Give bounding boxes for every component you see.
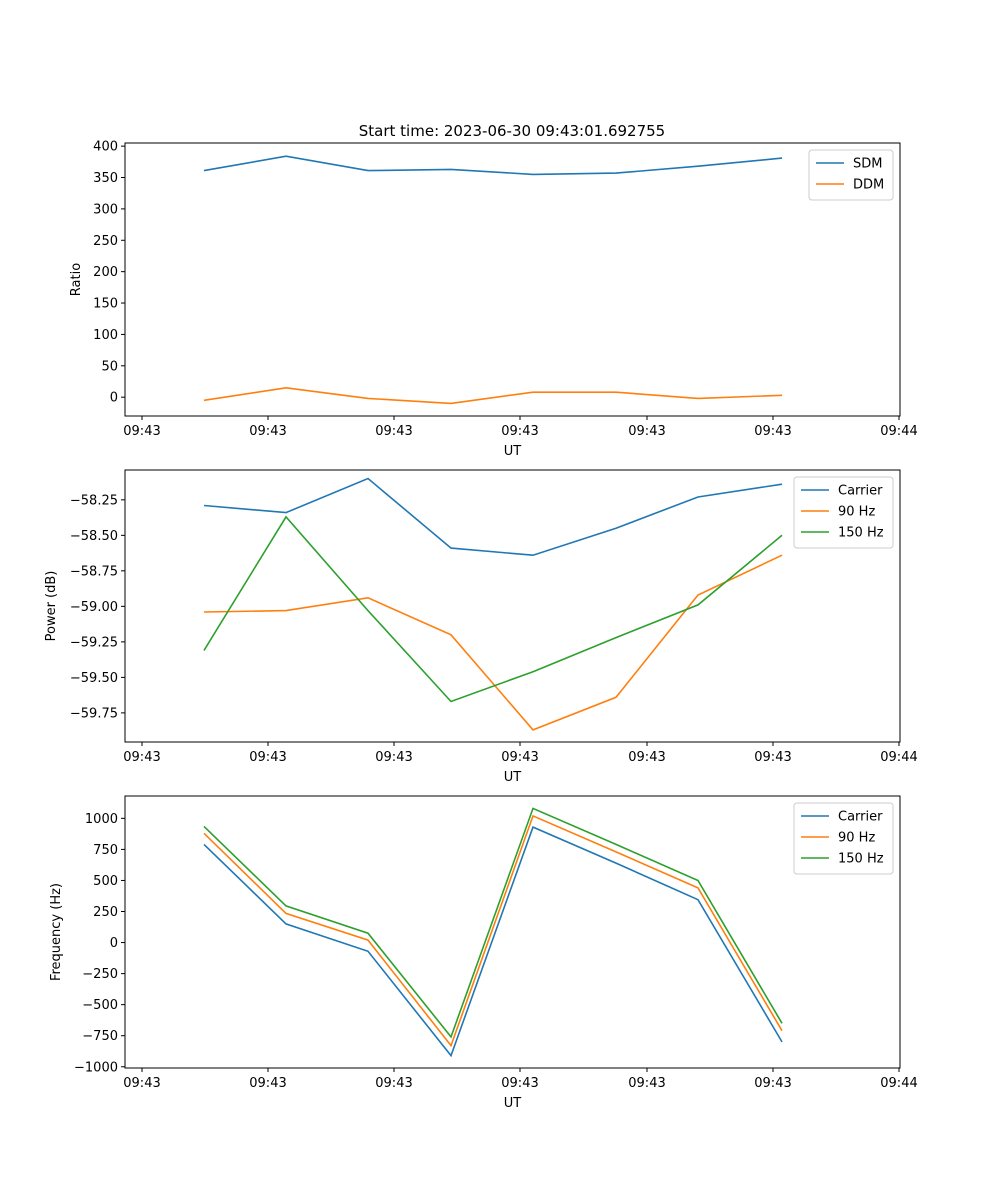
- figure-title: Start time: 2023-06-30 09:43:01.692755: [359, 122, 665, 140]
- y-tick-label: −58.75: [70, 564, 118, 579]
- series-line-sdm: [203, 155, 783, 176]
- y-tick-label: 250: [93, 234, 118, 249]
- y-tick-label: −750: [82, 1029, 118, 1044]
- y-tick-label: 100: [93, 328, 118, 343]
- x-tick-label: 09:43: [123, 1076, 160, 1091]
- x-tick-label: 09:43: [123, 750, 160, 765]
- legend-label: DDM: [853, 178, 884, 193]
- x-tick-label: 09:43: [249, 1076, 286, 1091]
- x-tick-label: 09:43: [123, 424, 160, 439]
- x-tick-label: 09:44: [880, 750, 917, 765]
- y-tick-label: −58.25: [70, 493, 118, 508]
- series-line-90-hz: [203, 814, 783, 1048]
- axes-frame: [124, 142, 901, 417]
- y-tick-label: 0: [110, 391, 118, 406]
- y-tick-label: 150: [93, 297, 118, 312]
- legend-box: [793, 476, 894, 549]
- legend: SDM DDM: [808, 149, 894, 201]
- chart-panel-1: 09:43 09:43 09:43 09:43 09:43 09:43 09:44 0 50 10…: [69, 140, 918, 459]
- y-tick-label: −59.50: [70, 671, 118, 686]
- x-tick-label: 09:43: [628, 1076, 665, 1091]
- x-axis-label: UT: [504, 770, 522, 785]
- x-tick-label: 09:43: [375, 750, 412, 765]
- y-tick-label: −250: [82, 967, 118, 982]
- y-tick-label: 0: [110, 936, 118, 951]
- series-line-carrier: [203, 826, 783, 1058]
- y-tick-label: 1000: [85, 812, 118, 827]
- legend-label: 90 Hz: [838, 505, 875, 520]
- y-tick-label: −1000: [74, 1060, 118, 1075]
- y-tick-label: −59.75: [70, 706, 118, 721]
- y-tick-label: −58.50: [70, 529, 118, 544]
- y-tick-label: −500: [82, 998, 118, 1013]
- y-tick-label: 50: [101, 359, 118, 374]
- series-line-carrier: [203, 477, 783, 557]
- x-tick-label: 09:43: [754, 750, 791, 765]
- y-tick-label: 400: [93, 140, 118, 155]
- x-tick-label: 09:43: [754, 424, 791, 439]
- x-tick-label: 09:43: [249, 424, 286, 439]
- axes-frame: [124, 469, 901, 743]
- legend-label: 150 Hz: [838, 852, 884, 867]
- series-line-150-hz: [203, 515, 783, 703]
- axes-frame: [124, 795, 901, 1069]
- x-tick-label: 09:43: [501, 1076, 538, 1091]
- series-line-ddm: [203, 386, 783, 405]
- series-line-150-hz: [203, 807, 783, 1039]
- y-axis-label: Frequency (Hz): [49, 883, 64, 981]
- x-axis-label: UT: [504, 1096, 522, 1111]
- chart-panel-3: 09:43 09:43 09:43 09:43 09:43 09:43 09:44 −1000…: [49, 795, 918, 1111]
- legend-box: [793, 802, 894, 875]
- legend-label: Carrier: [838, 484, 883, 499]
- x-tick-label: 09:43: [249, 750, 286, 765]
- y-axis-label: Power (dB): [44, 571, 59, 642]
- chart-panel-2: 09:43 09:43 09:43 09:43 09:43 09:43 09:44 −59.7…: [44, 469, 918, 785]
- x-tick-label: 09:43: [628, 750, 665, 765]
- x-tick-label: 09:43: [501, 750, 538, 765]
- panels: 09:43 09:43 09:43 09:43 09:43 09:43 09:44 0 50 10…: [44, 140, 918, 1111]
- y-tick-label: 350: [93, 171, 118, 186]
- y-axis-label: Ratio: [69, 263, 84, 296]
- x-tick-label: 09:43: [628, 424, 665, 439]
- legend-label: Carrier: [838, 810, 883, 825]
- legend-label: SDM: [853, 157, 882, 172]
- x-axis-label: UT: [504, 444, 522, 459]
- legend-label: 150 Hz: [838, 526, 884, 541]
- x-tick-label: 09:43: [754, 1076, 791, 1091]
- y-tick-label: 200: [93, 265, 118, 280]
- legend: Carrier 90 Hz 150 Hz: [793, 802, 894, 875]
- x-tick-label: 09:43: [375, 424, 412, 439]
- x-tick-label: 09:43: [501, 424, 538, 439]
- x-tick-label: 09:44: [880, 1076, 917, 1091]
- x-tick-label: 09:44: [880, 424, 917, 439]
- y-tick-label: 500: [93, 874, 118, 889]
- y-tick-label: −59.00: [70, 600, 118, 615]
- series-line-90-hz: [203, 554, 783, 731]
- y-tick-label: 250: [93, 905, 118, 920]
- x-tick-label: 09:43: [375, 1076, 412, 1091]
- legend: Carrier 90 Hz 150 Hz: [793, 476, 894, 549]
- legend-label: 90 Hz: [838, 831, 875, 846]
- y-tick-label: 300: [93, 202, 118, 217]
- y-tick-label: 750: [93, 843, 118, 858]
- y-tick-label: −59.25: [70, 635, 118, 650]
